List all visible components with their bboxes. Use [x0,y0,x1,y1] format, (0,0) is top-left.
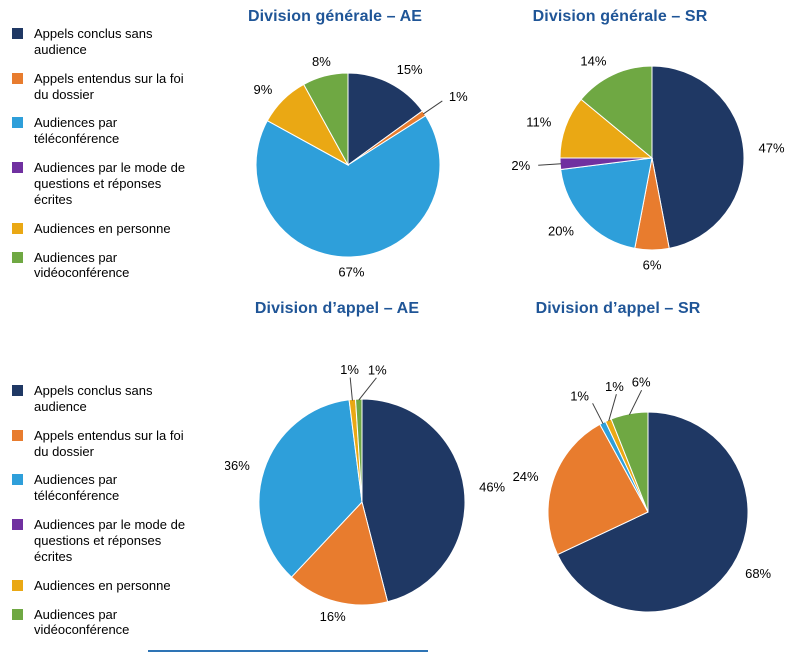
legend-swatch [12,28,23,39]
legend-swatch [12,251,23,263]
legend-label: Audiences par le mode de questions et ré… [34,160,186,207]
pie-value-label: 6% [632,375,651,390]
label-leader-line [608,394,617,422]
pie-value-label: 1% [570,389,589,404]
pie-value-label: 68% [745,566,771,581]
legend-label: Audiences par vidéoconférence [34,249,130,281]
legend-label: Audiences par téléconférence [34,115,120,147]
chart-title-division-generale-sr: Division générale – SR [532,8,708,25]
pie-value-label: 20% [548,224,574,239]
pie-value-label: 47% [759,140,785,155]
pie-slice [258,399,363,578]
pie-slice [255,115,441,258]
legend-label: Audiences par vidéoconférence [34,606,130,638]
label-leader-line [538,163,562,166]
pie-value-label: 1% [605,379,624,394]
legend-swatch [12,385,23,396]
legend-label: Appels entendus sur la foi du dossier [34,427,184,459]
label-leader-line [358,377,377,401]
legend-label: Appels conclus sans audience [34,26,153,57]
pie-value-label: 8% [312,54,331,69]
legend-label: Appels entendus sur la foi du dossier [34,70,184,102]
legend-swatch [12,519,23,531]
legend-swatch [12,162,23,174]
legend-item: Appels conclus sans audience [12,383,217,415]
legend-item: Audiences par le mode de questions et ré… [12,160,217,208]
legend-item: Appels conclus sans audience [12,26,217,58]
pie-chart-division-appel-ae: 46% 16% 36% 1% 1% [225,362,505,624]
pie-value-label: 6% [643,258,662,273]
pie-value-label: 16% [320,609,346,624]
pie-value-label: 11% [526,114,551,129]
legend-item: Audiences par téléconférence [12,472,217,504]
legend-item: Audiences par vidéoconférence [12,250,217,282]
pie-value-label: 1% [368,362,387,377]
legend-item: Audiences par vidéoconférence [12,607,217,639]
pie-slice [580,65,653,160]
pie-value-label: 15% [397,62,423,77]
pie-slice [361,398,466,603]
pie-value-label: 2% [511,158,530,173]
legend-label: Audiences par téléconférence [34,472,120,504]
pie-slice [547,423,649,556]
legend-label: Audiences en personne [34,220,171,236]
pie-value-label: 14% [580,54,606,69]
legend-item: Appels entendus sur la foi du dossier [12,71,217,103]
chart-title-division-generale-ae: Division générale – AE [247,8,423,25]
pie-chart-division-generale-ae: 15% 1% 67% 9% 8% [254,54,469,279]
pie-value-label: 9% [254,82,273,97]
bottom-rule [148,650,428,652]
pie-slice [556,411,749,613]
pie-value-label: 1% [340,362,359,377]
legend-swatch [12,72,23,84]
legend-label: Audiences par le mode de questions et ré… [34,517,186,564]
pie-value-label: 24% [513,469,539,484]
legend-item: Audiences en personne [12,221,217,237]
legend-swatch [12,608,23,620]
pie-value-label: 1% [449,89,468,104]
legend-swatch [12,117,23,129]
label-leader-line [423,100,443,115]
pie-slice [560,157,653,249]
pie-value-label: 46% [479,480,505,495]
legend-swatch [12,429,23,441]
legend-item: Appels entendus sur la foi du dossier [12,428,217,460]
legend-top: Appels conclus sans audience Appels enten… [12,26,217,281]
pie-slice [290,500,389,606]
legend-label: Audiences en personne [34,577,171,593]
chart-title-division-appel-sr: Division d’appel – SR [535,300,701,317]
label-leader-line [592,403,604,425]
label-leader-line [628,389,643,416]
legend-label: Appels conclus sans audience [34,383,153,414]
pie-chart-division-appel-sr: 68% 24% 1% 1% 6% [513,375,772,613]
pie-slice [651,65,745,249]
pie-value-label: 36% [225,458,250,473]
legend-bottom: Appels conclus sans audience Appels enten… [12,383,217,638]
legend-item: Audiences par téléconférence [12,115,217,147]
legend-swatch [12,474,23,486]
pie-slice [303,72,349,166]
label-leader-line [349,377,353,401]
pie-slice [610,411,649,513]
legend-item: Audiences par le mode de questions et ré… [12,517,217,565]
pie-chart-division-generale-sr: 47% 6% 20% 2% 11% 14% [511,54,785,273]
legend-swatch [12,579,23,591]
chart-title-division-appel-ae: Division d’appel – AE [254,300,420,317]
pie-value-label: 67% [338,264,364,279]
legend-swatch [12,222,23,234]
pie-slice [354,398,363,503]
legend-item: Audiences en personne [12,578,217,594]
pie-slice [347,72,424,166]
